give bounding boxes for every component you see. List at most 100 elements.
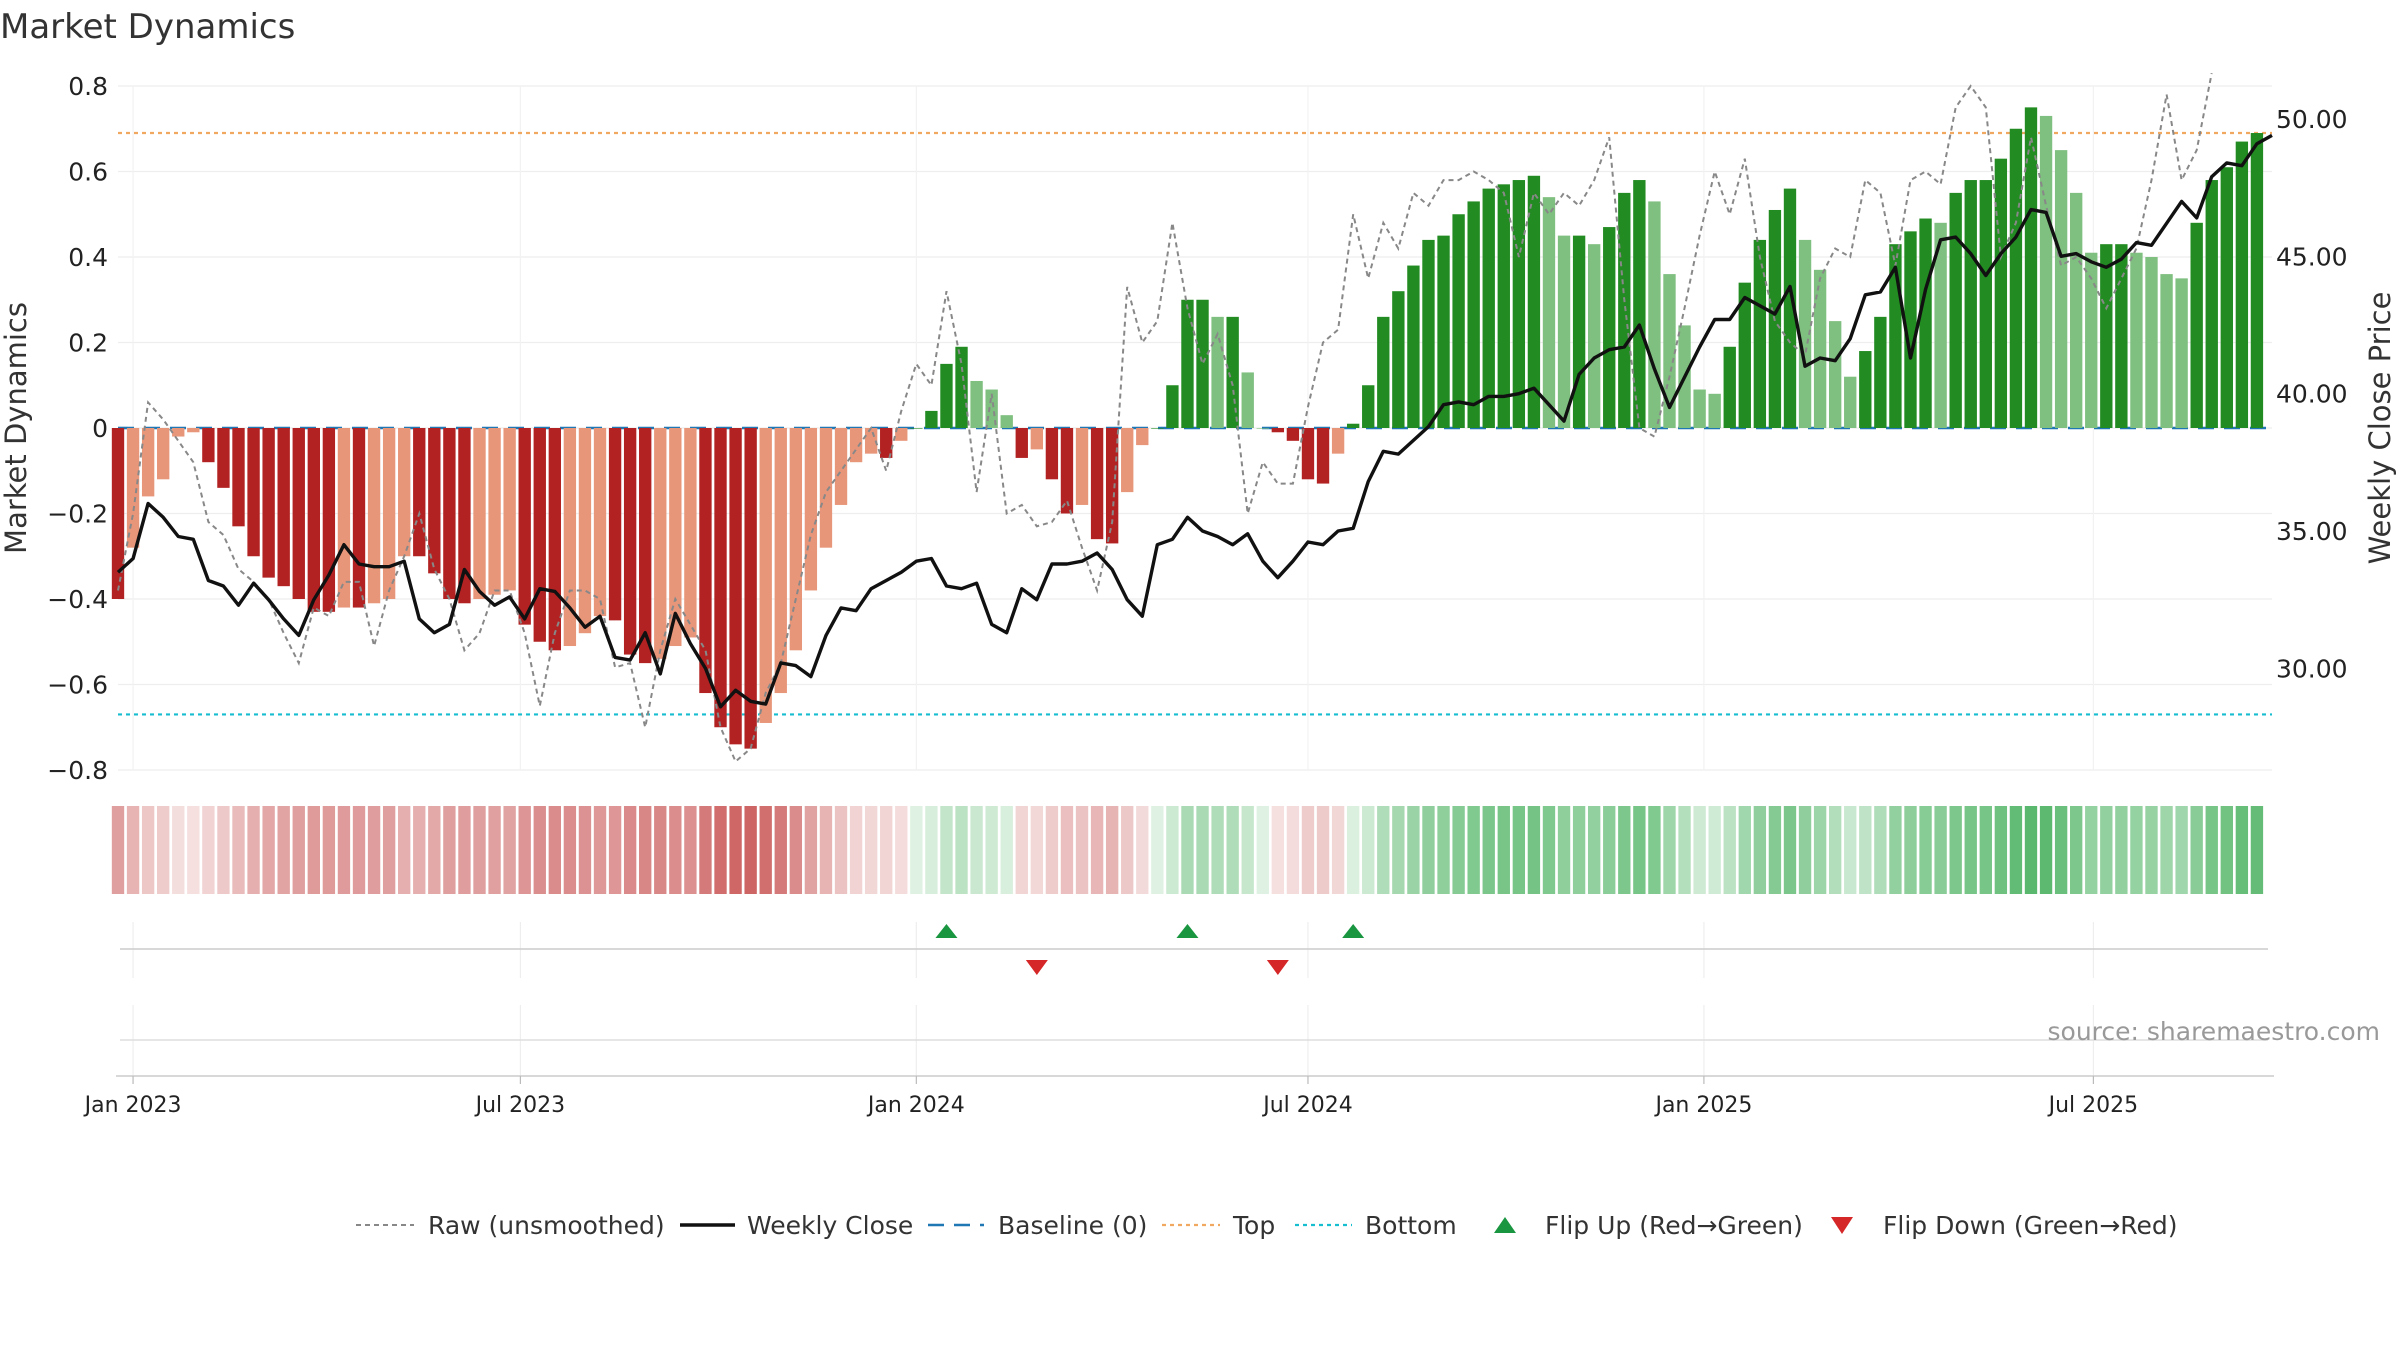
regime-cell: [187, 806, 200, 894]
raw-line: [117, 73, 2213, 764]
regime-cell: [578, 806, 592, 894]
regime-cell: [1919, 806, 1932, 894]
dynamics-bar: [443, 428, 456, 599]
dynamics-bar: [714, 428, 727, 728]
regime-cell: [1572, 806, 1586, 894]
regime-cell: [970, 806, 983, 894]
regime-cell: [940, 806, 953, 894]
x-axis: Jan 2023 Jul 2023 Jan 2024 Jul 2024 Jan 2025…: [83, 1076, 2138, 1118]
regime-cell: [1136, 806, 1149, 894]
dynamics-bar: [639, 428, 652, 664]
dynamics-bar: [940, 363, 953, 428]
dynamics-bar: [1346, 423, 1360, 428]
dynamics-bar: [1407, 265, 1420, 428]
dynamics-bar: [2024, 107, 2038, 428]
legend-label: Bottom: [1365, 1211, 1457, 1240]
regime-cell: [202, 806, 215, 894]
regime-cell: [2054, 806, 2068, 894]
regime-cell: [1422, 806, 1435, 894]
regime-cell: [563, 806, 577, 894]
dynamics-bar: [337, 428, 351, 608]
regime-cell: [1105, 806, 1119, 894]
regime-cell: [1467, 806, 1480, 894]
legend-label: Flip Down (Green→Red): [1883, 1211, 2178, 1240]
regime-cell: [684, 806, 697, 894]
flip-down-marker: [1025, 960, 1048, 975]
dynamics-bar: [669, 428, 682, 647]
flip-down-marker: [1266, 960, 1289, 975]
dynamics-bar: [307, 428, 320, 612]
dynamics-bar: [593, 428, 607, 617]
dynamics-bar: [292, 428, 305, 599]
regime-cell: [1015, 806, 1028, 894]
dynamics-bar: [126, 428, 140, 548]
regime-cell: [774, 806, 787, 894]
regime-cell: [1693, 806, 1706, 894]
dynamics-bar: [1708, 393, 1721, 428]
dynamics-bar: [382, 428, 396, 599]
dynamics-bar: [1497, 184, 1510, 428]
regime-cell: [1346, 806, 1360, 894]
left-tick-label: −0.4: [47, 585, 108, 614]
dynamics-bar: [548, 428, 562, 651]
dynamics-bar: [503, 428, 516, 591]
regime-cell: [910, 806, 923, 894]
dynamics-bar: [1437, 235, 1450, 428]
dynamics-bar: [1226, 316, 1239, 428]
regime-cell: [1874, 806, 1887, 894]
dynamics-bar: [970, 380, 983, 428]
dynamics-bar: [880, 428, 893, 458]
dynamics-bar: [1377, 316, 1390, 428]
dynamics-bar: [1964, 180, 1977, 428]
dynamics-bar: [910, 428, 923, 429]
regime-cell: [1256, 806, 1269, 894]
regime-cell: [1904, 806, 1917, 894]
dynamics-bar: [1587, 244, 1601, 428]
dynamics-bar: [533, 428, 546, 642]
dynamics-bar: [488, 428, 501, 595]
close-series: [116, 133, 2273, 709]
right-tick-label: 35.00: [2276, 517, 2348, 546]
flip-down-legend-swatch: [1831, 1217, 1853, 1234]
dynamics-bar: [1136, 428, 1149, 446]
dynamics-bar: [1256, 428, 1269, 429]
dynamics-bar: [1482, 188, 1495, 428]
regime-cell: [849, 806, 863, 894]
regime-cell: [1271, 806, 1285, 894]
dynamics-bar: [2160, 274, 2173, 428]
dynamics-bar: [1271, 428, 1285, 433]
dynamics-bar: [2039, 115, 2053, 429]
left-tick-label: 0: [92, 414, 108, 443]
left-tick-label: −0.8: [47, 756, 108, 785]
regime-cell: [157, 806, 170, 894]
dynamics-bar: [955, 346, 968, 428]
regime-cell: [262, 806, 275, 894]
regime-cell: [1527, 806, 1541, 894]
dynamics-bar: [1286, 428, 1300, 441]
right-tick-label: 30.00: [2276, 654, 2348, 683]
dynamics-bar: [367, 428, 381, 604]
dynamics-bar: [608, 428, 622, 621]
x-tick-label: Jan 2023: [83, 1093, 182, 1118]
regime-cell: [247, 806, 260, 894]
dynamics-bar: [2100, 244, 2113, 428]
regime-cell: [1663, 806, 1676, 894]
regime-cell: [1060, 806, 1074, 894]
regime-cell: [880, 806, 893, 894]
regime-cell: [1964, 806, 1977, 894]
legend: Raw (unsmoothed) Weekly Close Baseline (0)…: [356, 1211, 2178, 1240]
dynamics-bar: [1542, 197, 1556, 428]
regime-strip: [111, 806, 2264, 894]
dynamics-bar: [895, 428, 908, 441]
regime-cell: [398, 806, 411, 894]
regime-cell: [1166, 806, 1179, 894]
dynamics-bar: [1798, 239, 1812, 428]
dynamics-bars: [111, 107, 2264, 749]
dynamics-bar: [1392, 291, 1405, 428]
regime-cell: [1557, 806, 1571, 894]
dynamics-bar: [1422, 239, 1435, 428]
regime-cell: [322, 806, 336, 894]
dynamics-bar: [804, 428, 818, 591]
regime-cell: [1618, 806, 1631, 894]
regime-cell: [789, 806, 803, 894]
